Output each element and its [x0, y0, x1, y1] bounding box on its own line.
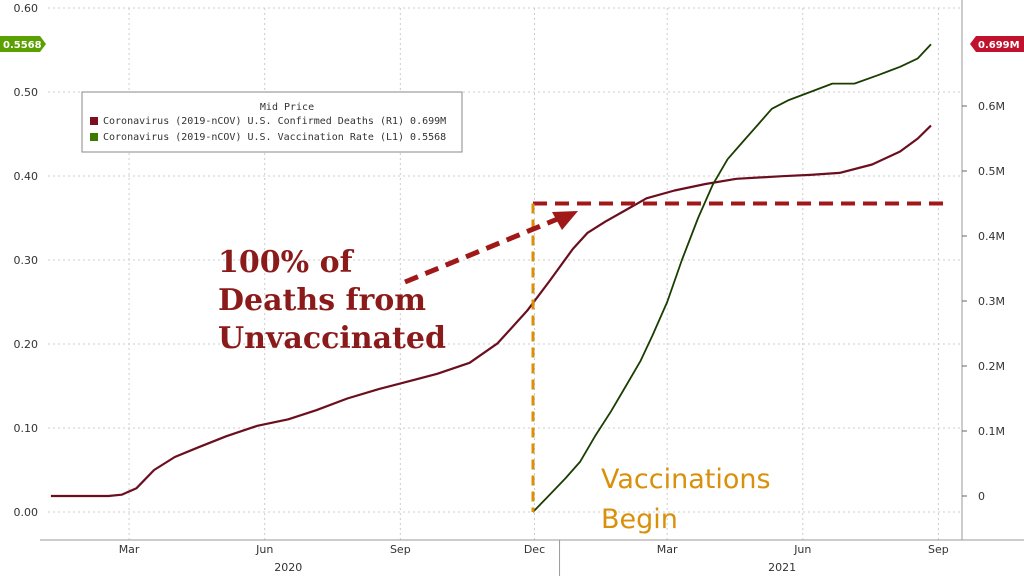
- left-tick-label: 0.00: [14, 506, 39, 519]
- year-label: 2020: [274, 561, 302, 574]
- right-tick-label: 0.2M: [978, 360, 1005, 373]
- arrow-head: [552, 211, 578, 230]
- legend-entry-text: Coronavirus (2019-nCOV) U.S. Confirmed D…: [103, 116, 446, 127]
- x-tick-label: Dec: [524, 543, 545, 556]
- x-tick-label: Jun: [255, 543, 273, 556]
- series-layer: [50, 43, 932, 513]
- grid-layer: [48, 7, 962, 540]
- left-tick-label: 0.30: [14, 254, 39, 267]
- deaths-series-line: [50, 124, 932, 498]
- left-last-value-badge-text: 0.5568: [3, 40, 42, 51]
- legend-swatch: [90, 117, 98, 125]
- left-tick-label: 0.50: [14, 86, 39, 99]
- vaccination-annotation-line: Begin: [601, 504, 678, 535]
- left-tick-label: 0.60: [14, 2, 39, 15]
- right-last-value-badge: 0.699M: [970, 36, 1024, 52]
- vaccination-series-line: [532, 43, 932, 513]
- legend-swatch: [90, 133, 98, 141]
- x-tick-label: Jun: [793, 543, 811, 556]
- left-tick-label: 0.10: [14, 422, 39, 435]
- right-tick-label: 0.5M: [978, 165, 1005, 178]
- legend: Mid Price Coronavirus (2019-nCOV) U.S. Co…: [81, 91, 463, 153]
- right-last-value-badge-shape: [970, 36, 1024, 52]
- left-last-value-badge: 0.5568: [0, 36, 46, 52]
- vaccination-annotation-line: Vaccinations: [601, 464, 771, 495]
- dashed-arrow-line: [404, 215, 561, 285]
- x-tick-label: Sep: [928, 543, 949, 556]
- right-tick-label: 0.1M: [978, 425, 1005, 438]
- left-last-value-badge-shape: [0, 36, 46, 52]
- x-tick-label: Mar: [657, 543, 678, 556]
- deaths-annotation-line: Unvaccinated: [218, 321, 446, 356]
- deaths-annotation-line: Deaths from: [218, 283, 426, 318]
- right-tick-label: 0: [978, 490, 985, 503]
- left-tick-label: 0.40: [14, 170, 39, 183]
- year-label: 2021: [768, 561, 796, 574]
- legend-title: Mid Price: [260, 102, 314, 113]
- x-tick-label: Mar: [119, 543, 140, 556]
- right-tick-label: 0.3M: [978, 295, 1005, 308]
- right-tick-label: 0.6M: [978, 100, 1005, 113]
- right-tick-label: 0.4M: [978, 230, 1005, 243]
- legend-box: [81, 91, 463, 153]
- deaths-annotation-line: 100% of: [218, 245, 355, 280]
- x-tick-label: Sep: [390, 543, 411, 556]
- left-tick-label: 0.20: [14, 338, 39, 351]
- right-last-value-badge-text: 0.699M: [978, 40, 1020, 51]
- legend-entry-text: Coronavirus (2019-nCOV) U.S. Vaccination…: [103, 132, 446, 143]
